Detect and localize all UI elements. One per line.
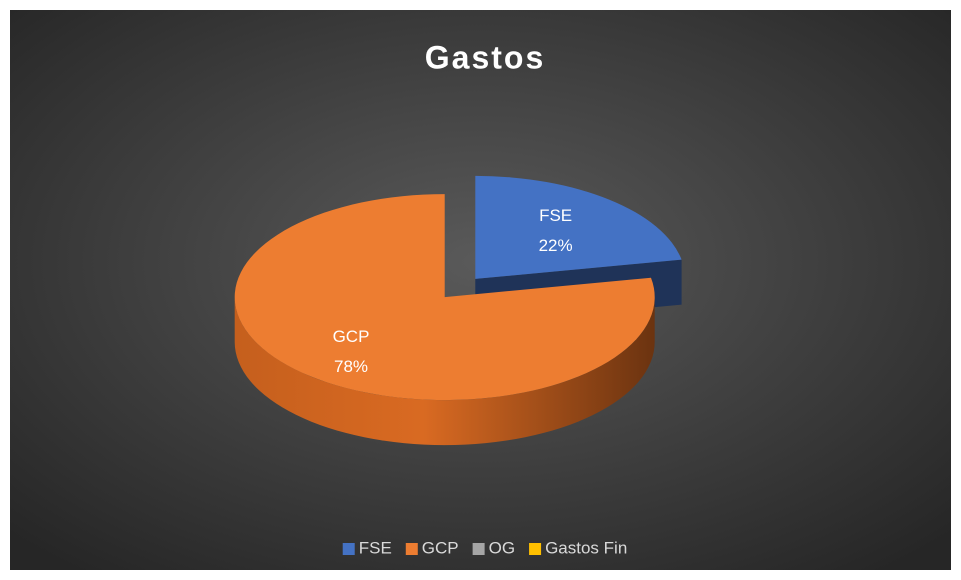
legend-swatch (405, 543, 418, 555)
data-label-value: 22% (539, 236, 573, 255)
legend-label: OG (489, 538, 515, 557)
pie-slice (234, 194, 655, 401)
legend-swatch (472, 543, 485, 555)
legend-label: Gastos Fin (545, 538, 627, 557)
legend-swatch (342, 543, 355, 555)
data-label-value: 78% (334, 357, 368, 376)
pie-slice (475, 175, 682, 279)
data-label-name: GCP (333, 327, 370, 346)
pie-slice-side (234, 297, 655, 446)
chart-title: Gastos (425, 39, 545, 75)
legend-label: GCP (422, 538, 459, 557)
data-label-name: FSE (539, 206, 572, 225)
legend-label: FSE (359, 538, 392, 557)
legend-swatch (529, 543, 542, 555)
